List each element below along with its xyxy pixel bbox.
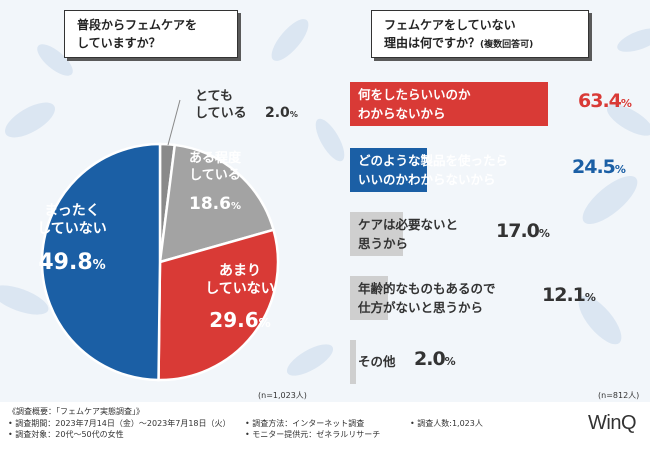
pie-label-text: ある程度 [189, 150, 242, 166]
bar-dont-know-what [350, 82, 548, 126]
pie-slice-not-much [157, 228, 280, 382]
bar-label-not-needed: ケアは必要ないと 思うから [358, 215, 458, 253]
question-2-line1: フェムケアをしていない [384, 18, 516, 32]
pie-label-text: あまり [219, 263, 261, 279]
pie-value-label: 2.0% [265, 105, 298, 121]
bar-row-not-needed: ケアは必要ないと 思うから 17.0% [350, 212, 640, 256]
bar-label-line: 仕方がないと思うから [358, 300, 484, 315]
footer-method: • 調査方法：インターネット調査 [245, 419, 365, 428]
question-1-box: 普段からフェムケアを していますか？ [64, 10, 238, 58]
bar-dont-know-product [350, 148, 427, 192]
pie-label-text: まったく [44, 203, 99, 219]
footer-title: 《調査概要：「フェムケア実態調査」》 [8, 407, 144, 416]
background-leaves [0, 19, 650, 376]
pie-label-text: していない [205, 281, 275, 297]
bar-other [350, 340, 357, 384]
bar-row-other: その他 2.0% [350, 340, 640, 384]
bar-label-line: ケアは必要ないと [358, 217, 459, 232]
pie-slice-not-at-all [40, 142, 162, 382]
pie-n-label: (n=1,023人) [258, 391, 307, 400]
pie-leader-line [167, 99, 181, 146]
bar-label-line: 思うから [358, 236, 409, 251]
bar-label-line: 年齢的なものもあるので [358, 281, 496, 296]
question-1-line1: 普段からフェムケアを [77, 18, 198, 32]
bar-n-label: (n=812人) [598, 391, 640, 400]
footer-period: • 調査期間：2023年7月14日（金）～2023年7月18日（火） [8, 419, 231, 428]
question-2-box: フェムケアをしていない 理由は何ですか？(複数回答可) [371, 10, 589, 58]
bar-label-line: 何をしたらいいのか [358, 87, 471, 102]
footer-provider: • モニター提供元：ゼネラルリサーチ [245, 430, 381, 439]
pie-value-label: 18.6% [189, 194, 241, 214]
pie-label-text: している [195, 106, 247, 121]
bar-label-line: どのような製品を使ったら [358, 153, 509, 168]
bar-age [350, 276, 388, 320]
question-2-note: (複数回答可) [480, 40, 534, 50]
footer-target: • 調査対象：20代～50代の女性 [8, 430, 124, 439]
bar-not-needed [350, 212, 404, 256]
bar-label-line: いいのかわからないから [358, 172, 496, 187]
footer-count: • 調査人数:1,023人 [410, 419, 483, 428]
bar-value-age: 12.1% [542, 284, 596, 306]
footer: 《調査概要：「フェムケア実態調査」》 • 調査期間：2023年7月14日（金）～… [0, 402, 650, 450]
winq-logo: WinQ [588, 412, 637, 434]
bar-label-line: わからないから [358, 106, 446, 121]
bar-label-line: その他 [358, 354, 396, 369]
bar-label-dont-know-product: どのような製品を使ったら いいのかわからないから [358, 151, 508, 189]
pie-label-text: していない [37, 221, 107, 237]
bar-value-other: 2.0% [414, 348, 456, 370]
pie-label-text: している [189, 168, 241, 183]
bar-row-dont-know-product: どのような製品を使ったら いいのかわからないから 24.5% [350, 148, 640, 192]
bar-value-dont-know-product: 24.5% [572, 156, 626, 178]
pie-value-label: 29.6% [209, 308, 270, 332]
question-1-line2: していますか？ [77, 36, 161, 50]
bar-value-not-needed: 17.0% [496, 220, 550, 242]
bar-label-age: 年齢的なものもあるので 仕方がないと思うから [358, 279, 496, 317]
pie-value-label: 49.8% [38, 250, 105, 275]
bar-row-dont-know-what: 何をしたらいいのか わからないから 63.4% [350, 82, 640, 126]
pie-slice-somewhat [158, 143, 276, 264]
bar-label-other: その他 [358, 352, 396, 371]
question-2-line2: 理由は何ですか？ [384, 36, 481, 50]
bar-value-dont-know-what: 63.4% [578, 90, 632, 112]
pie-label-text: とても [195, 89, 233, 104]
bar-row-age: 年齢的なものもあるので 仕方がないと思うから 12.1% [350, 276, 640, 320]
bar-label-dont-know-what: 何をしたらいいのか わからないから [358, 85, 471, 123]
